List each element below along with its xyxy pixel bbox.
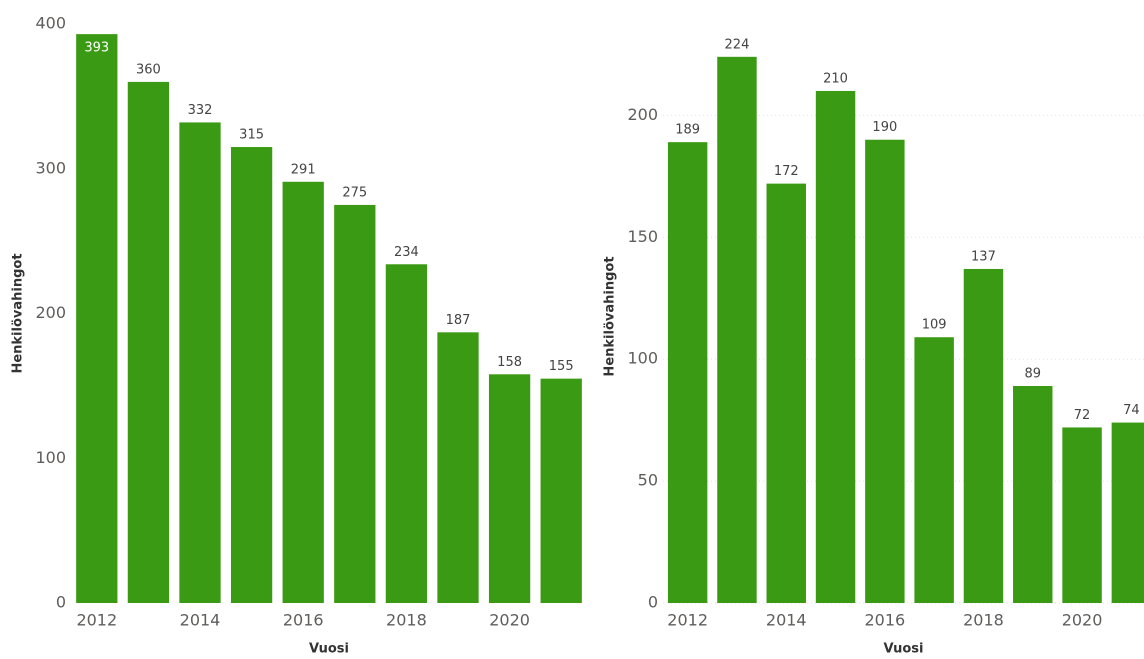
bar [488,374,531,603]
data-label: 190 [872,120,897,135]
data-label: 189 [675,123,700,138]
bar [865,139,905,604]
bar [282,181,324,603]
x-tick-label: 2012 [667,611,708,630]
data-label: 158 [497,355,522,370]
bar [1111,422,1144,603]
y-axis-title: Henkilövahingot [603,256,618,376]
y-tick-label: 300 [35,158,66,177]
bar [334,204,376,603]
bar [1013,385,1053,603]
x-tick-label: 2016 [283,611,324,630]
y-tick-label: 100 [35,448,66,467]
x-tick-label: 2016 [864,611,905,630]
y-tick-label: 50 [638,471,658,490]
bar [385,264,428,603]
x-tick-label: 2014 [766,611,807,630]
data-label: 360 [136,62,161,77]
y-axis-title: Henkilövahingot [11,253,26,373]
data-label: 234 [394,245,419,260]
x-tick-label: 2012 [76,611,117,630]
x-tick-label: 2018 [386,611,427,630]
x-tick-label: 2018 [963,611,1004,630]
bar [76,34,118,603]
data-label: 109 [922,318,947,333]
data-label: 275 [342,185,367,200]
bar [1062,427,1102,603]
bar [963,268,1004,603]
y-tick-label: 0 [56,593,66,612]
x-axis-title: Vuosi [309,642,349,657]
data-label: 172 [774,164,799,179]
y-tick-label: 400 [35,14,66,33]
y-tick-label: 150 [627,227,658,246]
data-label: 72 [1074,408,1091,423]
y-tick-label: 200 [35,303,66,322]
data-label: 332 [188,103,213,118]
data-label: 291 [291,162,316,177]
data-label: 137 [971,249,996,264]
data-label: 393 [84,41,109,56]
bar [540,378,582,603]
bar [179,122,221,604]
data-label: 210 [823,71,848,86]
bar [437,332,479,603]
data-label: 89 [1024,366,1041,381]
data-label: 155 [549,359,574,374]
x-tick-label: 2014 [180,611,221,630]
data-label: 224 [725,37,750,52]
bar [230,147,273,603]
bar [914,337,954,603]
bar [717,56,757,603]
bar [766,183,806,603]
bar [667,142,708,604]
x-tick-label: 2020 [1062,611,1103,630]
y-tick-label: 100 [627,349,658,368]
bar [127,81,170,603]
x-tick-label: 2020 [489,611,530,630]
y-tick-label: 0 [648,593,658,612]
data-label: 315 [239,128,264,143]
bar [815,90,856,603]
data-label: 187 [446,313,471,328]
x-axis-title: Vuosi [884,642,924,657]
y-tick-label: 200 [627,105,658,124]
data-label: 74 [1123,403,1140,418]
